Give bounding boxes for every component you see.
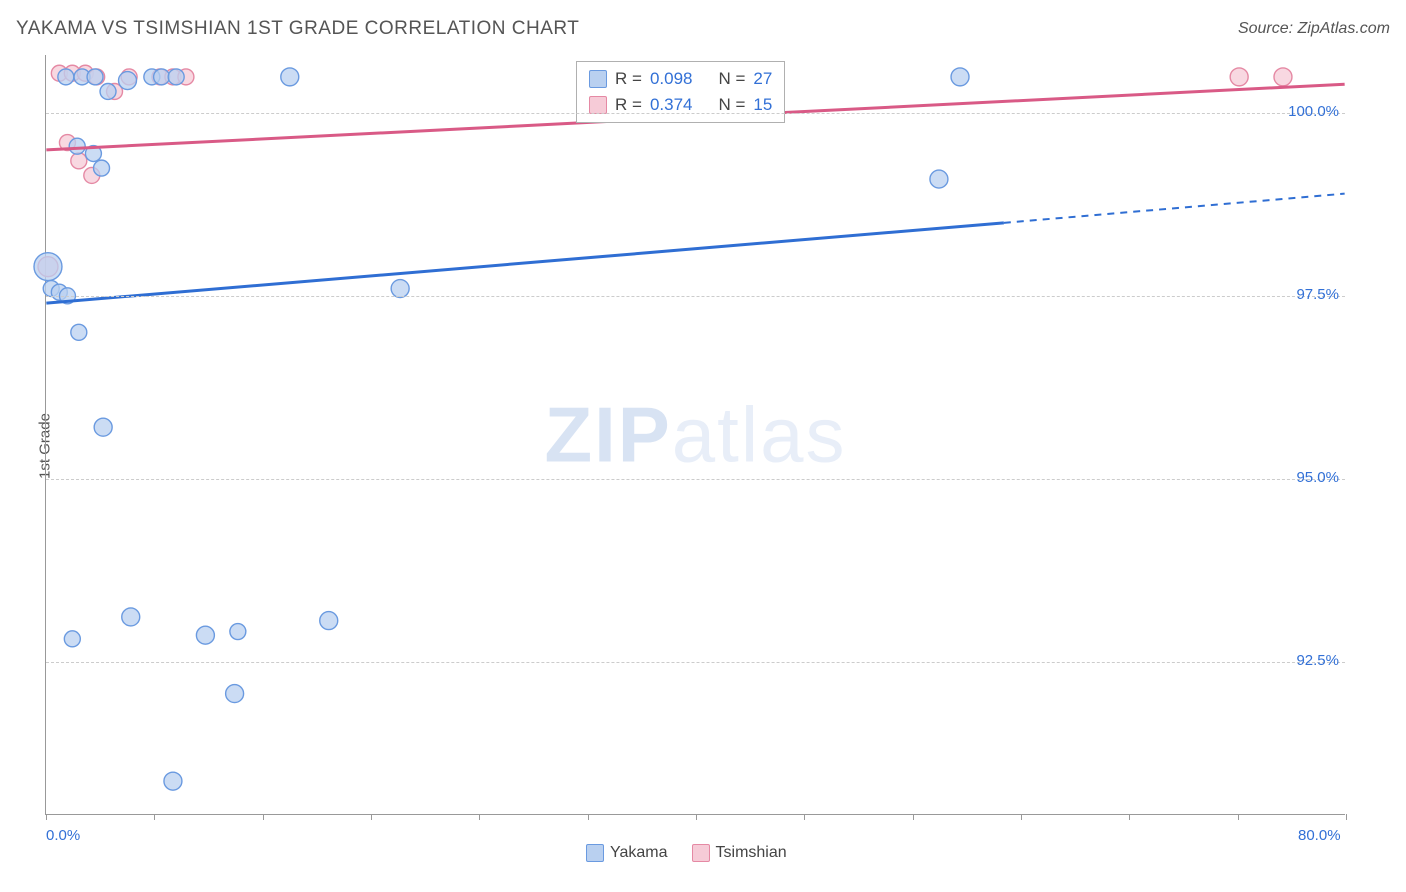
data-point (119, 72, 137, 90)
data-point (94, 418, 112, 436)
x-tick-mark (46, 814, 47, 820)
legend-swatch (589, 70, 607, 88)
legend-r-value: 0.098 (650, 69, 693, 89)
y-tick-label: 100.0% (1288, 103, 1339, 120)
x-tick-mark (1346, 814, 1347, 820)
gridline (46, 662, 1345, 663)
chart-svg (46, 55, 1345, 814)
data-point (226, 685, 244, 703)
series-legend-label: Yakama (610, 844, 668, 862)
data-point (320, 612, 338, 630)
data-point (230, 624, 246, 640)
data-point (34, 253, 62, 281)
legend-swatch (692, 844, 710, 862)
data-point (168, 69, 184, 85)
data-point (930, 170, 948, 188)
y-tick-label: 97.5% (1296, 286, 1339, 303)
x-tick-mark (371, 814, 372, 820)
data-point (69, 138, 85, 154)
series-legend: Yakama Tsimshian (586, 844, 787, 862)
x-tick-mark (479, 814, 480, 820)
legend-n-value: 27 (753, 69, 772, 89)
chart-header: YAKAMA VS TSIMSHIAN 1ST GRADE CORRELATIO… (16, 18, 1390, 48)
plot-area: ZIPatlas R =0.098N =27R =0.374N =15 Yaka… (45, 55, 1345, 815)
gridline (46, 479, 1345, 480)
x-tick-mark (154, 814, 155, 820)
gridline (46, 113, 1345, 114)
data-point (196, 626, 214, 644)
data-point (951, 68, 969, 86)
data-point (87, 69, 103, 85)
chart-container: YAKAMA VS TSIMSHIAN 1ST GRADE CORRELATIO… (0, 0, 1406, 892)
legend-swatch (586, 844, 604, 862)
legend-n-value: 15 (753, 95, 772, 115)
data-point (391, 280, 409, 298)
legend-r-value: 0.374 (650, 95, 693, 115)
trend-line (46, 223, 1003, 303)
x-tick-label: 0.0% (46, 827, 80, 844)
x-tick-mark (263, 814, 264, 820)
source-attribution: Source: ZipAtlas.com (1238, 20, 1390, 38)
x-tick-mark (804, 814, 805, 820)
y-tick-label: 92.5% (1296, 652, 1339, 669)
y-tick-label: 95.0% (1296, 469, 1339, 486)
data-point (94, 160, 110, 176)
legend-r-label: R = (615, 69, 642, 89)
data-point (58, 69, 74, 85)
gridline (46, 296, 1345, 297)
x-tick-label: 80.0% (1298, 827, 1341, 844)
data-point (122, 608, 140, 626)
x-tick-mark (1238, 814, 1239, 820)
x-tick-mark (1129, 814, 1130, 820)
legend-row: R = 0.098 N = 27 (577, 66, 784, 92)
series-legend-item: Yakama (586, 844, 668, 862)
series-legend-label: Tsimshian (716, 844, 787, 862)
data-point (1274, 68, 1292, 86)
x-tick-mark (588, 814, 589, 820)
chart-title: YAKAMA VS TSIMSHIAN 1ST GRADE CORRELATIO… (16, 18, 579, 40)
trend-line-dashed (1004, 194, 1345, 223)
data-point (281, 68, 299, 86)
data-point (154, 69, 170, 85)
data-point (64, 631, 80, 647)
legend-swatch (589, 96, 607, 114)
series-legend-item: Tsimshian (692, 844, 787, 862)
legend-n-label: N = (718, 69, 745, 89)
data-point (1230, 68, 1248, 86)
data-point (164, 772, 182, 790)
x-tick-mark (1021, 814, 1022, 820)
legend-n-label: N = (718, 95, 745, 115)
data-point (100, 84, 116, 100)
x-tick-mark (913, 814, 914, 820)
data-point (71, 324, 87, 340)
data-point (71, 153, 87, 169)
legend-r-label: R = (615, 95, 642, 115)
x-tick-mark (696, 814, 697, 820)
